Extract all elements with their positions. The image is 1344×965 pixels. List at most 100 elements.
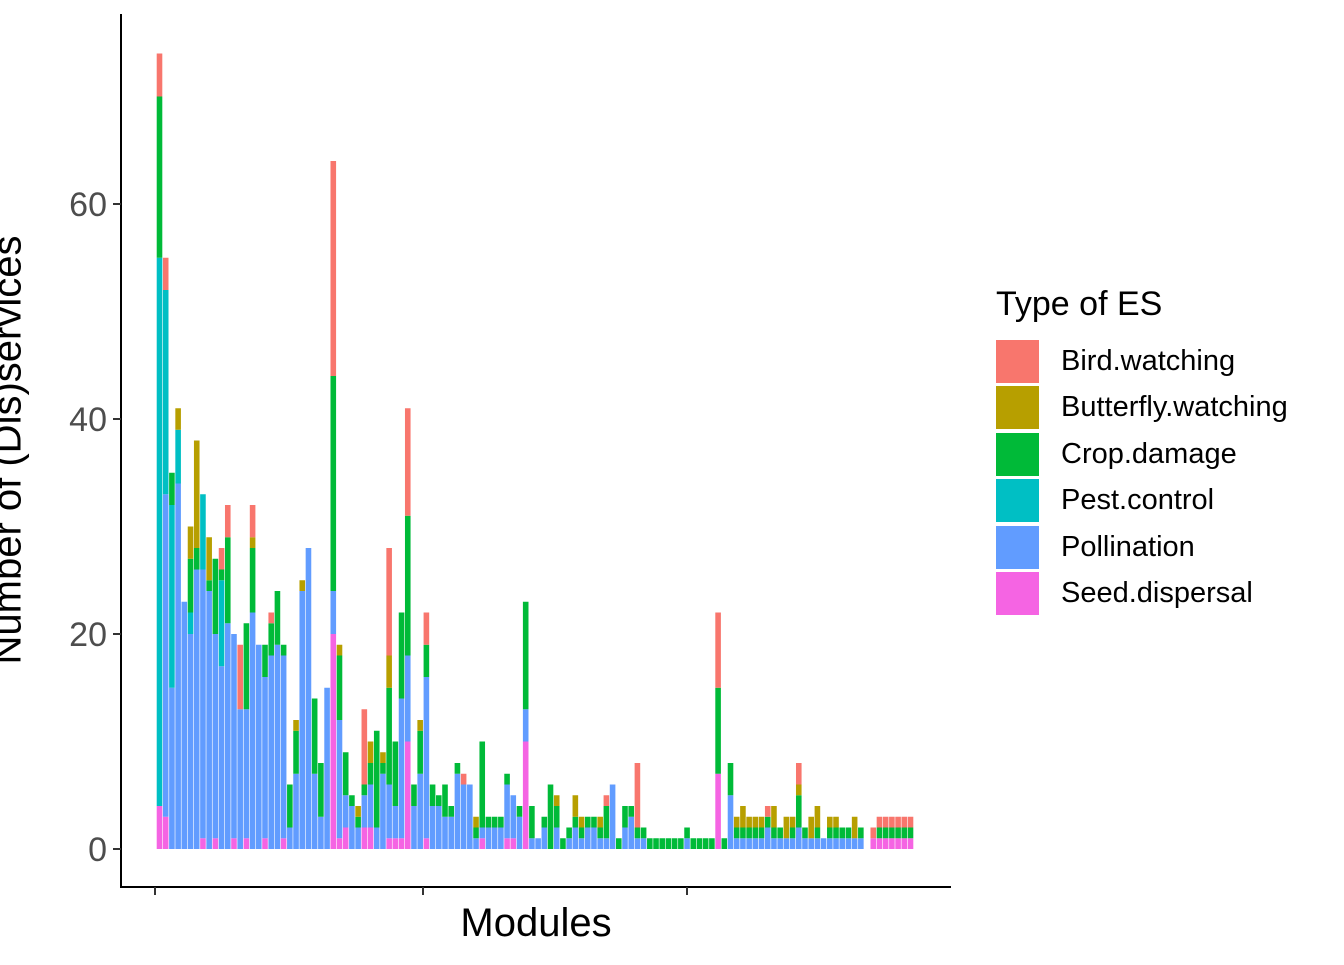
bar-segment-pollination-36 <box>373 827 380 849</box>
bar-segment-butterfly-watching-6 <box>187 526 194 559</box>
bar-segment-crop-damage-45 <box>429 784 436 806</box>
bar-segment-butterfly-watching-96 <box>746 816 752 828</box>
bar-segment-crop-damage-44 <box>423 644 430 677</box>
bar-segment-pollination-46 <box>436 806 442 849</box>
bar-segment-crop-damage-6 <box>187 558 194 613</box>
bar-segment-crop-damage-98 <box>758 827 765 839</box>
y-tick-label: 60 <box>69 186 107 224</box>
bar-segment-pollination-40 <box>398 698 405 839</box>
bar-segment-crop-damage-93 <box>727 763 734 796</box>
bar-segment-pollination-30 <box>336 720 343 839</box>
bar-segment-crop-damage-81 <box>653 838 659 849</box>
bar-segment-pollination-56 <box>498 827 504 849</box>
bar-segment-crop-damage-37 <box>380 763 386 774</box>
bar-segment-bird-watching-38 <box>386 548 392 656</box>
legend-label: Seed.dispersal <box>1061 577 1253 610</box>
bar-segment-seed-dispersal-15 <box>243 838 250 849</box>
bar-segment-seed-dispersal-121 <box>901 838 908 849</box>
bar-segment-pollination-12 <box>224 623 231 849</box>
bar-segment-butterfly-watching-7 <box>193 440 200 548</box>
bar-segment-pest-control-1 <box>156 257 163 806</box>
bar-segment-pollination-16 <box>249 612 256 849</box>
bar-segment-pollination-78 <box>634 838 641 849</box>
bar-segment-pest-control-4 <box>175 429 181 484</box>
bar-segment-seed-dispersal-119 <box>889 838 895 849</box>
bar-segment-bird-watching-121 <box>901 816 908 828</box>
bar-segment-seed-dispersal-40 <box>398 838 405 849</box>
bar-segment-crop-damage-22 <box>287 784 293 828</box>
bar-segment-seed-dispersal-60 <box>522 741 529 849</box>
bar-segment-butterfly-watching-113 <box>851 816 858 839</box>
bar-segment-crop-damage-103 <box>789 827 796 839</box>
bar-segment-crop-damage-33 <box>355 816 361 828</box>
bar-segment-seed-dispersal-21 <box>280 838 287 849</box>
legend-swatch <box>996 386 1039 430</box>
bar-segment-seed-dispersal-29 <box>330 634 337 849</box>
bar-segment-pest-control-6 <box>187 612 194 634</box>
bar-segment-crop-damage-52 <box>473 827 479 839</box>
bar-segment-seed-dispersal-116 <box>870 838 877 849</box>
legend-swatch <box>996 339 1039 383</box>
bar-segment-pollination-114 <box>858 838 864 849</box>
bar-segment-crop-damage-114 <box>858 827 864 839</box>
bar-segment-seed-dispersal-53 <box>479 838 486 849</box>
bar-segment-bird-watching-50 <box>460 773 467 785</box>
bar-segment-crop-damage-89 <box>702 838 709 849</box>
bar-segment-pollination-106 <box>808 838 814 849</box>
bar-segment-butterfly-watching-97 <box>752 816 759 828</box>
bar-segment-pollination-55 <box>491 827 498 849</box>
y-tick-label: 20 <box>69 616 107 654</box>
bar-segment-pollination-26 <box>311 773 318 849</box>
bar-segment-pollination-65 <box>553 827 560 849</box>
bar-segment-bird-watching-14 <box>237 644 243 710</box>
bar-segment-butterfly-watching-72 <box>597 816 603 828</box>
bar-segment-seed-dispersal-35 <box>367 827 374 849</box>
bar-segment-pollination-111 <box>839 838 846 849</box>
bar-segment-crop-damage-9 <box>206 580 212 591</box>
y-tick-label: 0 <box>88 831 107 869</box>
bar-segment-crop-damage-78 <box>634 827 641 839</box>
bar-segment-crop-damage-68 <box>572 816 579 828</box>
bar-segment-pollination-39 <box>392 806 399 839</box>
bar-segment-seed-dispersal-31 <box>342 827 349 849</box>
bar-segment-crop-damage-82 <box>659 838 666 849</box>
bar-segment-bird-watching-34 <box>361 709 368 785</box>
bar-segment-pollination-63 <box>541 827 548 849</box>
bar-segment-pollination-38 <box>386 784 392 839</box>
bar-segment-bird-watching-119 <box>889 816 895 828</box>
bar-segment-crop-damage-65 <box>553 806 560 828</box>
bar-segment-pollination-34 <box>361 795 368 828</box>
bar-segment-pollination-23 <box>293 773 299 849</box>
bar-segment-seed-dispersal-1 <box>156 806 163 849</box>
bar-segment-crop-damage-66 <box>560 838 566 849</box>
y-tick-label: 40 <box>69 401 107 439</box>
bar-segment-pollination-17 <box>256 644 262 849</box>
legend-items: Bird.watching Butterfly.watching Crop.dama… <box>996 338 1288 617</box>
bar-segment-bird-watching-12 <box>224 505 231 538</box>
legend-swatch <box>996 432 1039 476</box>
bar-segment-bird-watching-73 <box>603 795 610 806</box>
bar-segment-butterfly-watching-107 <box>814 806 821 828</box>
bar-segment-butterfly-watching-38 <box>386 655 392 688</box>
bar-segment-bird-watching-91 <box>715 612 721 688</box>
bar-segment-seed-dispersal-39 <box>392 838 399 849</box>
bar-segment-butterfly-watching-65 <box>553 795 560 806</box>
bar-segment-pollination-104 <box>795 827 802 849</box>
bar-segment-butterfly-watching-33 <box>355 806 361 817</box>
bar-segment-seed-dispersal-30 <box>336 838 343 849</box>
bar-segment-butterfly-watching-23 <box>293 720 299 731</box>
bar-segment-bird-watching-29 <box>330 161 337 376</box>
bar-segment-pollination-112 <box>845 838 852 849</box>
bars-group <box>156 53 914 849</box>
bar-segment-butterfly-watching-16 <box>249 537 256 548</box>
bar-segment-crop-damage-15 <box>243 623 250 710</box>
bar-segment-crop-damage-59 <box>516 806 523 817</box>
bar-segment-seed-dispersal-38 <box>386 838 392 849</box>
bar-segment-crop-damage-75 <box>616 838 622 849</box>
bar-segment-pollination-20 <box>274 644 281 849</box>
bar-segment-crop-damage-119 <box>889 827 895 839</box>
bar-segment-seed-dispersal-91 <box>715 773 721 849</box>
bar-segment-crop-damage-105 <box>802 827 808 839</box>
bar-segment-pollination-59 <box>516 816 523 849</box>
